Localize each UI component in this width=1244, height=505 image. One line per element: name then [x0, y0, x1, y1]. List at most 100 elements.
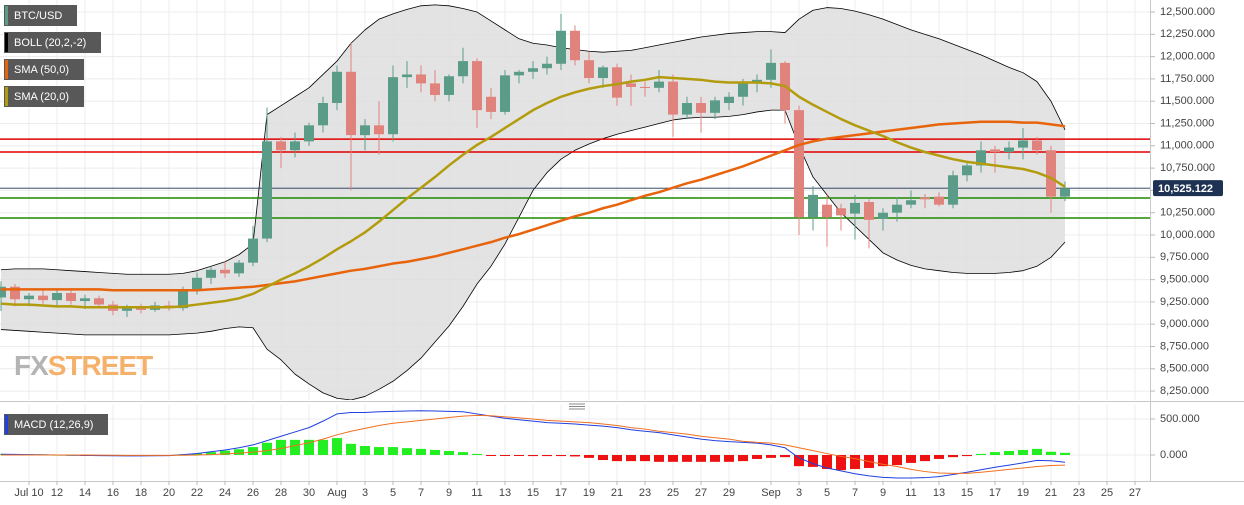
legend-box [4, 5, 77, 26]
legend-box [4, 414, 108, 435]
histogram-bar [430, 449, 440, 455]
x-tick-label: 20 [163, 487, 175, 499]
candle-body [136, 308, 146, 310]
labels-layer: Jul 10 12 14 16 18 20 22 24 26 28 30 Aug 3 5 7 9 11 13 15 1… [14, 6, 1223, 499]
x-tick-label: 24 [219, 487, 231, 499]
histogram-bar [514, 454, 524, 456]
candle-body [528, 68, 538, 72]
candle-body [822, 204, 832, 218]
histogram-bar [836, 454, 846, 471]
histogram-bar [1032, 448, 1042, 455]
candle-body [668, 81, 678, 115]
candle-body [220, 269, 230, 274]
legend-label: BOLL (20,2,-2) [14, 37, 86, 49]
y-tick-label: 11,750.000 [1160, 73, 1214, 85]
histogram-bar [892, 454, 902, 466]
histogram-bar [626, 454, 636, 462]
candle-body [752, 79, 762, 83]
candle-body [388, 77, 398, 135]
histogram-bar [612, 454, 622, 462]
price-plot [0, 4, 1150, 400]
histogram-bar [990, 452, 1000, 455]
histogram-bar [248, 447, 258, 455]
histogram-bar [934, 454, 944, 459]
candle-body [1060, 188, 1070, 197]
y-tick-label: 9,750.000 [1160, 251, 1209, 263]
legend-swatch [5, 33, 8, 52]
candle-body [360, 125, 370, 136]
histogram-bar [486, 454, 496, 456]
candle-body [934, 196, 944, 205]
legend-label: SMA (50,0) [14, 64, 69, 76]
x-tick-label: 3 [796, 487, 802, 499]
x-tick-label: 5 [390, 487, 396, 499]
candle-body [276, 141, 286, 151]
histogram-bar [556, 454, 566, 457]
resize-handle[interactable] [569, 403, 585, 410]
histogram-bar [654, 454, 664, 462]
candle-body [878, 212, 888, 219]
histogram-bar [780, 454, 790, 458]
histogram-bar [192, 453, 202, 455]
candle-body [318, 103, 328, 126]
candle-body [836, 208, 846, 216]
histogram-bar [962, 454, 972, 457]
histogram-bar [948, 454, 958, 458]
candle-body [1046, 150, 1056, 197]
y-tick-label: 8,500.000 [1160, 363, 1209, 375]
candle-body [500, 75, 510, 112]
histogram-bar [444, 451, 454, 455]
y-tick-label: 11,250.000 [1160, 117, 1214, 129]
candle-body [472, 61, 482, 111]
x-tick-label: 23 [1073, 487, 1085, 499]
histogram-bar [850, 454, 860, 470]
candle-body [962, 165, 972, 176]
histogram-bar [570, 454, 580, 457]
candle-body [430, 83, 440, 95]
sma-line [0, 75, 1066, 309]
histogram-bar [598, 454, 608, 461]
histogram-bar [388, 447, 398, 455]
x-tick-label: 17 [989, 487, 1001, 499]
x-tick-label: 16 [107, 487, 119, 499]
x-tick-label: 17 [555, 487, 567, 499]
y-tick-label: 9,250.000 [1160, 296, 1209, 308]
candle-body [332, 71, 342, 104]
histogram-bar [206, 452, 216, 455]
y-tick-label: 8,750.000 [1160, 340, 1209, 352]
x-tick-label: 12 [51, 487, 63, 499]
candle-body [178, 290, 188, 309]
histogram-bar [920, 454, 930, 462]
candle-body [850, 202, 860, 214]
candle-body [38, 295, 48, 301]
histogram-bar [1060, 452, 1070, 455]
x-tick-label: 27 [695, 487, 707, 499]
histogram-bar [696, 454, 706, 462]
candle-body [640, 86, 650, 88]
histogram-bar [1004, 451, 1014, 455]
last-price-label: 10,525.122 [1158, 183, 1213, 195]
histogram-bar [262, 442, 272, 455]
x-tick-label: 7 [852, 487, 858, 499]
candle-body [808, 194, 818, 218]
histogram-bar [640, 454, 650, 462]
candle-body [346, 71, 356, 136]
x-tick-label: 19 [583, 487, 595, 499]
candle-body [1032, 140, 1042, 151]
watermark-street: STREET [48, 350, 153, 381]
histogram-bar [332, 438, 342, 455]
candle-body [794, 110, 804, 218]
candle-body [682, 103, 692, 115]
candle-body [0, 286, 6, 298]
y-tick-label: 12,000.000 [1160, 51, 1215, 63]
candle-body [892, 204, 902, 213]
x-tick-label: 14 [79, 487, 91, 499]
sma-line [1, 120, 1066, 292]
x-tick-label: 11 [471, 487, 482, 499]
candle-body [248, 238, 258, 263]
candle-body [584, 60, 594, 79]
x-tick-label: 3 [362, 487, 368, 499]
y-tick-label: 10,000.000 [1160, 229, 1215, 241]
histogram-bar [542, 454, 552, 457]
x-tick-label: 13 [499, 487, 511, 499]
